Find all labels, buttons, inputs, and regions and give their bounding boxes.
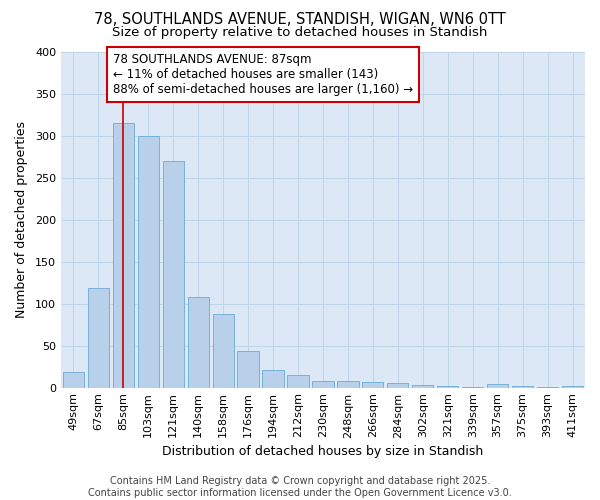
Bar: [437, 386, 458, 388]
Text: 78, SOUTHLANDS AVENUE, STANDISH, WIGAN, WN6 0TT: 78, SOUTHLANDS AVENUE, STANDISH, WIGAN, …: [94, 12, 506, 28]
Bar: [337, 381, 359, 388]
Bar: [212, 314, 234, 388]
Bar: [113, 123, 134, 388]
Bar: [512, 386, 533, 388]
Bar: [163, 160, 184, 388]
Bar: [387, 382, 409, 388]
Bar: [137, 136, 159, 388]
Text: Size of property relative to detached houses in Standish: Size of property relative to detached ho…: [112, 26, 488, 39]
Text: 78 SOUTHLANDS AVENUE: 87sqm
← 11% of detached houses are smaller (143)
88% of se: 78 SOUTHLANDS AVENUE: 87sqm ← 11% of det…: [113, 53, 413, 96]
Bar: [412, 385, 433, 388]
Bar: [462, 386, 484, 388]
Y-axis label: Number of detached properties: Number of detached properties: [15, 121, 28, 318]
Bar: [313, 381, 334, 388]
Bar: [362, 382, 383, 388]
Bar: [537, 386, 558, 388]
Bar: [188, 297, 209, 388]
Bar: [63, 372, 84, 388]
Bar: [88, 288, 109, 388]
Text: Contains HM Land Registry data © Crown copyright and database right 2025.
Contai: Contains HM Land Registry data © Crown c…: [88, 476, 512, 498]
X-axis label: Distribution of detached houses by size in Standish: Distribution of detached houses by size …: [163, 444, 484, 458]
Bar: [487, 384, 508, 388]
Bar: [562, 386, 583, 388]
Bar: [287, 375, 308, 388]
Bar: [262, 370, 284, 388]
Bar: [238, 352, 259, 388]
